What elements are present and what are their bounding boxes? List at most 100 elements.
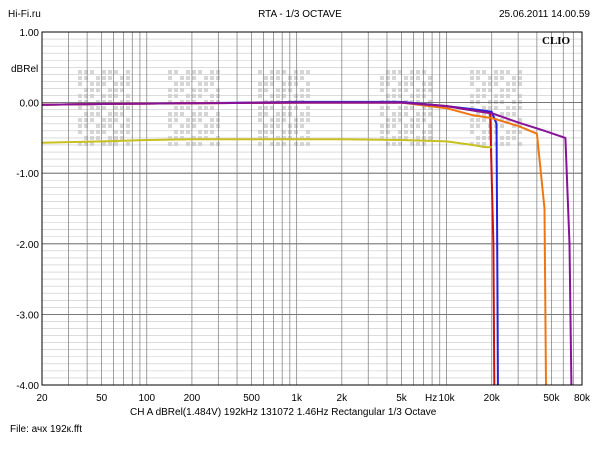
watermark-dot [90,130,94,134]
watermark-dot [386,118,390,122]
watermark-dot [282,94,286,98]
watermark-dot [126,142,130,146]
watermark-dot [392,88,396,92]
watermark-dot [258,130,262,134]
watermark-dot [506,88,510,92]
watermark-dot [476,70,480,74]
watermark-dot [180,88,184,92]
watermark-dot [186,142,190,146]
watermark-dot [512,76,516,80]
watermark-dot [168,88,172,92]
watermark-dot [186,94,190,98]
watermark-dot [198,112,202,116]
watermark-dot [114,118,118,122]
watermark-dot [306,118,310,122]
watermark-dot [102,106,106,110]
watermark-dot [192,76,196,80]
watermark-dot [422,112,426,116]
watermark-dot [518,70,522,74]
watermark-dot [102,130,106,134]
watermark-dot [96,88,100,92]
watermark-dot [198,106,202,110]
watermark-dot [126,124,130,128]
x-tick-label: 2k [337,393,349,404]
y-tick-label: -2.00 [16,240,39,251]
watermark-dot [78,106,82,110]
watermark-dot [306,106,310,110]
watermark-dot [102,100,106,104]
watermark-dot [518,76,522,80]
watermark-dot [126,130,130,134]
watermark-dot [294,82,298,86]
watermark-dot [506,142,510,146]
watermark-dot [470,106,474,110]
watermark-dot [108,142,112,146]
watermark-dot [282,88,286,92]
watermark-dot [78,94,82,98]
watermark-dot [102,142,106,146]
watermark-dot [108,76,112,80]
watermark-dot [294,130,298,134]
watermark-dot [120,130,124,134]
y-axis-label: dBRel [11,64,38,75]
watermark-dot [494,82,498,86]
watermark-dot [204,88,208,92]
watermark-dot [392,142,396,146]
watermark-dot [404,124,408,128]
watermark-dot [398,88,402,92]
watermark-dot [518,82,522,86]
y-tick-labels: 1.00 0.00 -1.00 -2.00 -3.00 -4.00 [16,28,39,392]
watermark-dot [84,112,88,116]
y-tick-label: -1.00 [16,169,39,180]
watermark-dot [294,76,298,80]
watermark-dot [78,130,82,134]
watermark-dot [470,118,474,122]
watermark-dot [282,142,286,146]
watermark-dot [410,124,414,128]
watermark-dot [404,76,408,80]
watermark-dot [180,112,184,116]
watermark-dot [78,100,82,104]
watermark-dot [90,94,94,98]
watermark-dot [102,70,106,74]
watermark-dot [392,112,396,116]
watermark-dot [482,82,486,86]
watermark-dot [500,118,504,122]
watermark-dot [174,106,178,110]
watermark-dot [210,94,214,98]
watermark-dot [500,100,504,104]
watermark-dot [276,142,280,146]
watermark-dot [386,130,390,134]
watermark-dot [500,76,504,80]
watermark-dot [428,100,432,104]
watermark-dot [258,142,262,146]
watermark-dot [416,88,420,92]
watermark-dot [282,106,286,110]
watermark-dot [276,124,280,128]
watermark-dot [476,100,480,104]
watermark-dot [306,82,310,86]
watermark-dot [306,88,310,92]
watermark-dot [210,70,214,74]
watermark-dot [174,88,178,92]
watermark-dot [300,124,304,128]
watermark-dot [114,70,118,74]
watermark-dot [210,106,214,110]
plot-frame [41,31,583,386]
watermark-dot [494,94,498,98]
watermark-dot [168,70,172,74]
watermark-dot [276,112,280,116]
x-tick-label: 20 [36,393,48,404]
watermark-dot [518,142,522,146]
watermark-dot [114,106,118,110]
x-tick-labels: 20 50 100 200 500 1k 2k 5k 10k 20k 50k 80k [36,393,591,404]
y-tick-label: 0.00 [20,99,40,110]
watermark-dot [126,100,130,104]
watermark-dot [174,82,178,86]
watermark-dot [186,118,190,122]
watermark-dot [192,70,196,74]
watermark-dot [398,118,402,122]
watermark-dot [500,142,504,146]
watermark-dot [512,82,516,86]
watermark-dot [506,118,510,122]
